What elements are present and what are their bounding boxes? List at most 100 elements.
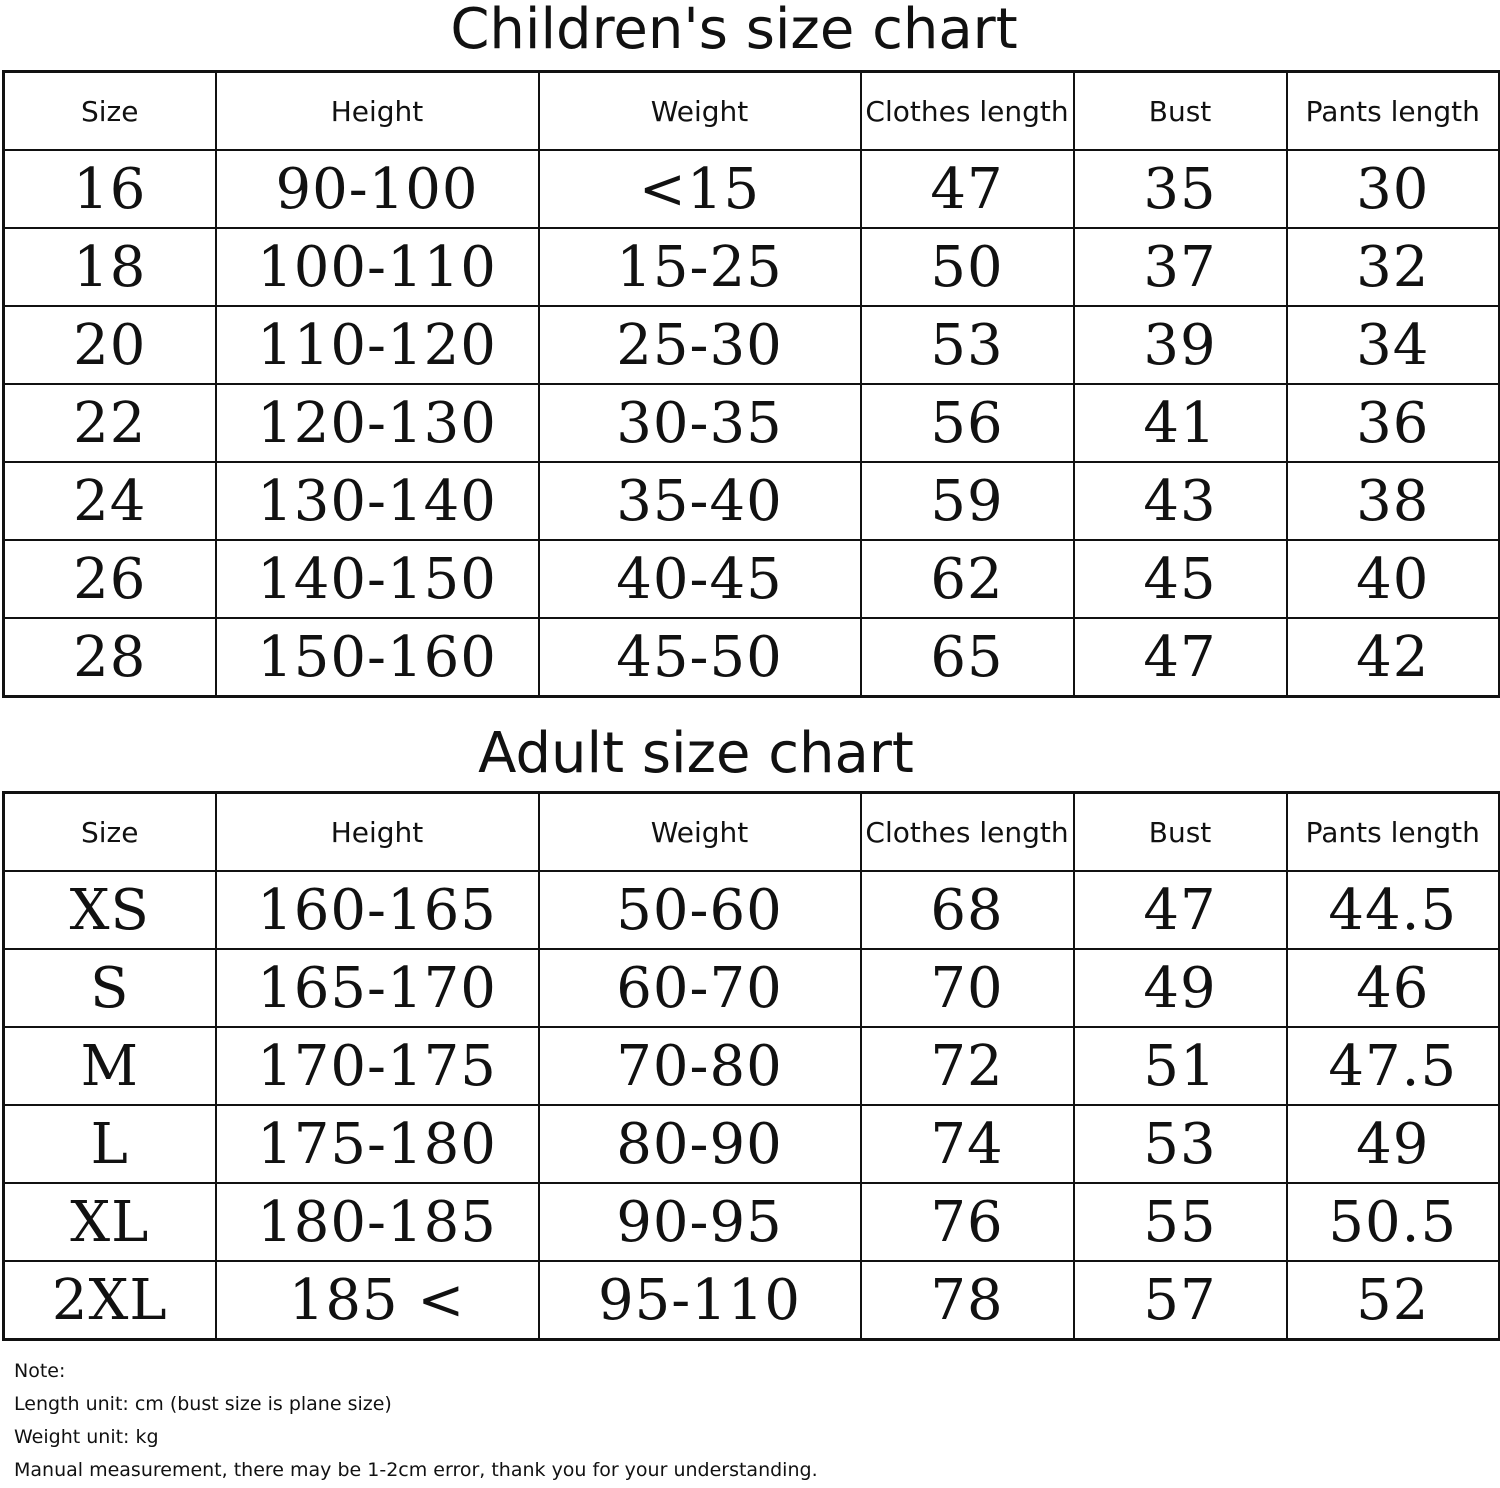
cell-clothes-length: 76 (859, 1182, 1075, 1262)
cell-clothes-length: 72 (859, 1026, 1075, 1106)
column-header-bust: Bust (1072, 70, 1288, 151)
children-size-chart-title: Children's size chart (450, 0, 1018, 62)
cell-weight: 45-50 (537, 617, 862, 698)
cell-pants-length: 36 (1285, 383, 1500, 463)
cell-height: 90-100 (214, 149, 540, 229)
cell-weight: 25-30 (537, 305, 862, 385)
column-header-weight: Weight (537, 791, 862, 872)
cell-pants-length: 34 (1285, 305, 1500, 385)
cell-pants-length: 32 (1285, 227, 1500, 307)
note-length-unit: Length unit: cm (bust size is plane size… (14, 1393, 392, 1415)
table-row: 28 150-160 45-50 65 47 42 (2, 617, 1500, 698)
adult-size-chart-title: Adult size chart (478, 721, 914, 786)
cell-height: 185 < (214, 1260, 540, 1341)
cell-bust: 55 (1072, 1182, 1288, 1262)
column-header-size: Size (2, 791, 217, 872)
cell-clothes-length: 70 (859, 948, 1075, 1028)
cell-clothes-length: 50 (859, 227, 1075, 307)
note-heading: Note: (14, 1360, 66, 1382)
table-row: 26 140-150 40-45 62 45 40 (2, 539, 1500, 619)
cell-clothes-length: 74 (859, 1104, 1075, 1184)
cell-clothes-length: 62 (859, 539, 1075, 619)
column-header-bust: Bust (1072, 791, 1288, 872)
cell-pants-length: 42 (1285, 617, 1500, 698)
cell-height: 140-150 (214, 539, 540, 619)
cell-height: 160-165 (214, 870, 540, 950)
cell-size: 16 (2, 149, 217, 229)
cell-pants-length: 47.5 (1285, 1026, 1500, 1106)
cell-bust: 43 (1072, 461, 1288, 541)
cell-clothes-length: 47 (859, 149, 1075, 229)
cell-weight: 80-90 (537, 1104, 862, 1184)
cell-weight: 30-35 (537, 383, 862, 463)
cell-height: 175-180 (214, 1104, 540, 1184)
note-weight-unit: Weight unit: kg (14, 1426, 159, 1448)
cell-clothes-length: 59 (859, 461, 1075, 541)
cell-clothes-length: 53 (859, 305, 1075, 385)
cell-bust: 51 (1072, 1026, 1288, 1106)
column-header-clothes-length: Clothes length (859, 791, 1075, 872)
cell-height: 120-130 (214, 383, 540, 463)
cell-height: 165-170 (214, 948, 540, 1028)
table-row: 2XL 185 < 95-110 78 57 52 (2, 1260, 1500, 1341)
cell-pants-length: 44.5 (1285, 870, 1500, 950)
cell-weight: 35-40 (537, 461, 862, 541)
cell-size: XS (2, 870, 217, 950)
cell-clothes-length: 65 (859, 617, 1075, 698)
table-row: 16 90-100 <15 47 35 30 (2, 149, 1500, 229)
cell-pants-length: 30 (1285, 149, 1500, 229)
cell-height: 100-110 (214, 227, 540, 307)
table-row: XL 180-185 90-95 76 55 50.5 (2, 1182, 1500, 1262)
cell-bust: 47 (1072, 617, 1288, 698)
cell-size: L (2, 1104, 217, 1184)
column-header-clothes-length: Clothes length (859, 70, 1075, 151)
cell-height: 170-175 (214, 1026, 540, 1106)
cell-size: XL (2, 1182, 217, 1262)
column-header-pants-length: Pants length (1285, 791, 1500, 872)
cell-weight: <15 (537, 149, 862, 229)
table-row: 22 120-130 30-35 56 41 36 (2, 383, 1500, 463)
cell-pants-length: 38 (1285, 461, 1500, 541)
cell-size: S (2, 948, 217, 1028)
table-row: 24 130-140 35-40 59 43 38 (2, 461, 1500, 541)
table-row: M 170-175 70-80 72 51 47.5 (2, 1026, 1500, 1106)
cell-bust: 45 (1072, 539, 1288, 619)
cell-weight: 40-45 (537, 539, 862, 619)
cell-size: 24 (2, 461, 217, 541)
cell-pants-length: 40 (1285, 539, 1500, 619)
table-row: XS 160-165 50-60 68 47 44.5 (2, 870, 1500, 950)
cell-size: 28 (2, 617, 217, 698)
column-header-height: Height (214, 70, 540, 151)
cell-weight: 95-110 (537, 1260, 862, 1341)
cell-weight: 70-80 (537, 1026, 862, 1106)
cell-clothes-length: 56 (859, 383, 1075, 463)
table-row: S 165-170 60-70 70 49 46 (2, 948, 1500, 1028)
column-header-weight: Weight (537, 70, 862, 151)
cell-clothes-length: 78 (859, 1260, 1075, 1341)
cell-weight: 90-95 (537, 1182, 862, 1262)
cell-height: 130-140 (214, 461, 540, 541)
cell-bust: 53 (1072, 1104, 1288, 1184)
cell-pants-length: 52 (1285, 1260, 1500, 1341)
cell-bust: 35 (1072, 149, 1288, 229)
cell-size: 20 (2, 305, 217, 385)
cell-height: 110-120 (214, 305, 540, 385)
adult-size-table: Size Height Weight Clothes length Bust P… (2, 791, 1500, 1341)
cell-weight: 15-25 (537, 227, 862, 307)
cell-weight: 60-70 (537, 948, 862, 1028)
cell-pants-length: 46 (1285, 948, 1500, 1028)
notes-section: Note: Length unit: cm (bust size is plan… (14, 1355, 818, 1487)
cell-size: M (2, 1026, 217, 1106)
column-header-size: Size (2, 70, 217, 151)
note-measurement-error: Manual measurement, there may be 1-2cm e… (14, 1459, 818, 1481)
cell-height: 180-185 (214, 1182, 540, 1262)
table-row: 20 110-120 25-30 53 39 34 (2, 305, 1500, 385)
column-header-pants-length: Pants length (1285, 70, 1500, 151)
cell-bust: 39 (1072, 305, 1288, 385)
cell-size: 2XL (2, 1260, 217, 1341)
cell-clothes-length: 68 (859, 870, 1075, 950)
cell-pants-length: 49 (1285, 1104, 1500, 1184)
table-row: L 175-180 80-90 74 53 49 (2, 1104, 1500, 1184)
cell-bust: 49 (1072, 948, 1288, 1028)
cell-size: 22 (2, 383, 217, 463)
